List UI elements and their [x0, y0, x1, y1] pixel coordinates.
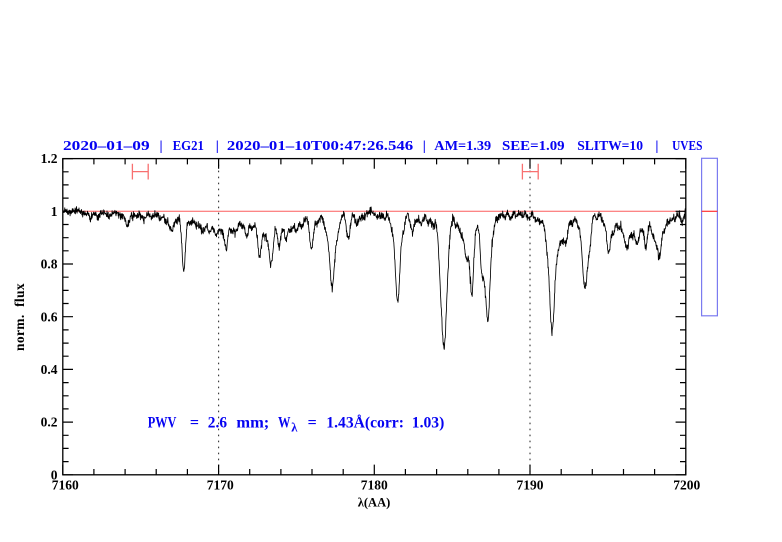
svg-text:7180: 7180 — [361, 478, 388, 493]
svg-text:=: = — [190, 414, 199, 431]
svg-text:PWV: PWV — [148, 414, 177, 431]
svg-text:7200: 7200 — [673, 478, 700, 493]
svg-text:λ: λ — [291, 421, 298, 435]
svg-text:|: | — [160, 139, 163, 154]
svg-text:|: | — [423, 139, 426, 154]
svg-text:=: = — [308, 414, 317, 431]
svg-text:0.6: 0.6 — [41, 309, 58, 324]
svg-text:1.2: 1.2 — [41, 151, 58, 166]
svg-text:|: | — [655, 139, 658, 154]
svg-text:|: | — [216, 139, 219, 154]
svg-text:AM=1.39: AM=1.39 — [434, 139, 491, 154]
svg-text:EG21: EG21 — [173, 139, 204, 154]
svg-text:λ(AA): λ(AA) — [358, 496, 391, 510]
svg-text:0: 0 — [51, 467, 58, 482]
svg-text:2020–01–10T00:47:26.546: 2020–01–10T00:47:26.546 — [227, 139, 413, 154]
svg-text:SLITW=10: SLITW=10 — [577, 139, 643, 154]
svg-text:norm. flux: norm. flux — [12, 283, 27, 351]
svg-text:7160: 7160 — [52, 478, 79, 493]
svg-text:0.2: 0.2 — [41, 415, 58, 430]
svg-text:0.4: 0.4 — [41, 362, 58, 377]
svg-text:2020–01–09: 2020–01–09 — [63, 139, 150, 154]
svg-text:7170: 7170 — [207, 478, 234, 493]
svg-text:0.8: 0.8 — [41, 257, 58, 272]
svg-text:W: W — [278, 414, 291, 431]
svg-text:1.43Å(corr: 1.03): 1.43Å(corr: 1.03) — [326, 413, 444, 431]
svg-text:UVES: UVES — [672, 139, 702, 154]
svg-text:SEE=1.09: SEE=1.09 — [502, 139, 565, 154]
svg-text:7190: 7190 — [517, 478, 544, 493]
svg-text:mm;: mm; — [236, 414, 269, 431]
svg-text:1: 1 — [51, 204, 58, 219]
svg-text:2.6: 2.6 — [208, 414, 227, 431]
